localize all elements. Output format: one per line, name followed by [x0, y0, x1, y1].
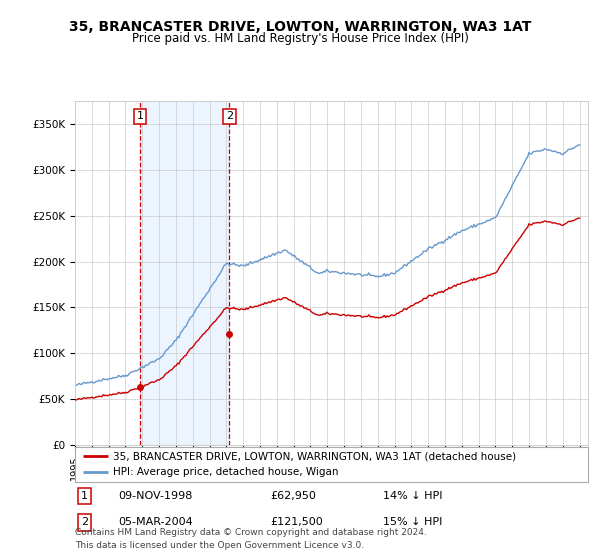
- Text: 2: 2: [80, 517, 88, 528]
- Text: 09-NOV-1998: 09-NOV-1998: [119, 491, 193, 501]
- Bar: [140, 101, 229, 445]
- Text: 35, BRANCASTER DRIVE, LOWTON, WARRINGTON, WA3 1AT: 35, BRANCASTER DRIVE, LOWTON, WARRINGTON…: [69, 20, 531, 34]
- Text: Price paid vs. HM Land Registry's House Price Index (HPI): Price paid vs. HM Land Registry's House …: [131, 31, 469, 45]
- Text: £62,950: £62,950: [270, 491, 316, 501]
- Text: 15% ↓ HPI: 15% ↓ HPI: [383, 517, 442, 528]
- Text: 35, BRANCASTER DRIVE, LOWTON, WARRINGTON, WA3 1AT (detached house): 35, BRANCASTER DRIVE, LOWTON, WARRINGTON…: [113, 451, 517, 461]
- Text: 1: 1: [136, 111, 143, 122]
- Text: 05-MAR-2004: 05-MAR-2004: [119, 517, 193, 528]
- Text: 14% ↓ HPI: 14% ↓ HPI: [383, 491, 442, 501]
- Text: HPI: Average price, detached house, Wigan: HPI: Average price, detached house, Wiga…: [113, 467, 339, 477]
- Text: £121,500: £121,500: [270, 517, 323, 528]
- Text: 2: 2: [226, 111, 233, 122]
- Text: Contains HM Land Registry data © Crown copyright and database right 2024.
This d: Contains HM Land Registry data © Crown c…: [75, 529, 427, 550]
- Text: 1: 1: [81, 491, 88, 501]
